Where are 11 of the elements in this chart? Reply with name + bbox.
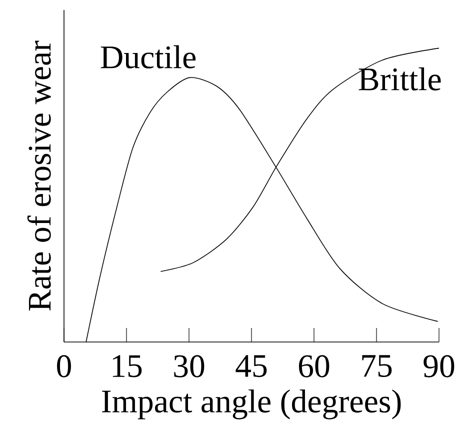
x-tick-label: 75 bbox=[362, 355, 392, 378]
x-tick-label: 30 bbox=[174, 355, 204, 378]
series-label: Ductile bbox=[100, 45, 196, 68]
series-label: Brittle bbox=[358, 67, 441, 90]
x-tick-label: 0 bbox=[57, 355, 71, 378]
x-tick-label: 90 bbox=[424, 355, 454, 378]
y-axis-title: Rate of erosive wear bbox=[27, 40, 51, 311]
x-tick-label: 15 bbox=[112, 355, 142, 378]
x-axis-title: Impact angle (degrees) bbox=[102, 389, 401, 420]
x-tick-label: 60 bbox=[298, 355, 330, 378]
x-tick-label: 45 bbox=[236, 355, 267, 378]
